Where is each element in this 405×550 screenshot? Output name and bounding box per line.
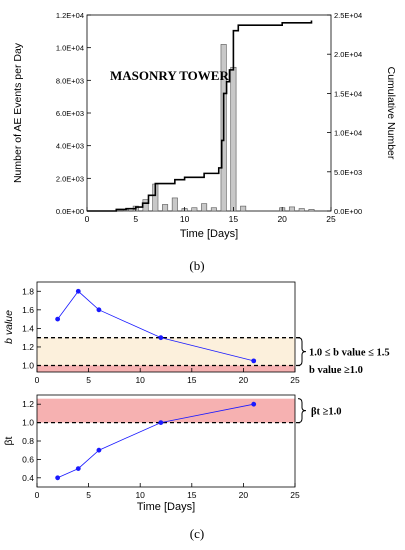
- y-tick-label: 0.0E+00: [56, 207, 84, 216]
- data-point: [96, 447, 102, 453]
- threshold-band: [37, 398, 295, 423]
- y2-tick-label: 1.0E+04: [334, 129, 362, 138]
- y-tick-label: 1.6: [22, 305, 34, 315]
- ae-events-chart: 0 5 10 15 20 25 0.0E+00 2.0E+03 4.0E+03 6.0E+03 8…: [12, 11, 397, 240]
- y2-tick-label: 0.0E+00: [334, 207, 362, 216]
- x-tick-label: 15: [187, 375, 197, 385]
- y-tick-label: 2.0E+03: [56, 174, 84, 183]
- y-tick-label: 8.0E+03: [56, 76, 84, 85]
- data-point: [251, 401, 257, 407]
- y2-tick-label: 2.5E+04: [334, 11, 362, 20]
- x-tick-label: 15: [229, 214, 239, 224]
- x-axis-label: Time [Days]: [180, 228, 238, 240]
- band-label: b value ≥1.0: [309, 365, 363, 376]
- y2-tick-label: 1.5E+04: [334, 89, 362, 98]
- data-point: [55, 475, 61, 481]
- bar: [201, 203, 208, 212]
- bar: [142, 199, 149, 212]
- b-value-chart: 0 5 10 15 20 25 1.0 1.2 1.4 1.6 1.8 b value 1.0 ≤…: [3, 281, 390, 385]
- x-tick-label: 20: [277, 214, 287, 224]
- bar: [240, 205, 247, 212]
- y-axis-label: βt: [3, 436, 15, 445]
- bar: [162, 204, 169, 212]
- y-tick-label: 1.2: [22, 399, 34, 409]
- y-tick-label: 1.2: [22, 342, 34, 352]
- band-label: βt ≥1.0: [311, 407, 342, 418]
- x-tick-label: 0: [35, 375, 40, 385]
- chart-annotation: MASONRY TOWER: [110, 68, 229, 83]
- data-point: [75, 288, 81, 294]
- y-tick-label: 0.8: [22, 436, 34, 446]
- x-tick-label: 5: [86, 490, 91, 500]
- x-tick-label: 25: [290, 375, 300, 385]
- cumulative-line: [87, 20, 313, 212]
- y-tick-label: 0.6: [22, 454, 34, 464]
- y-axis-label: Number of AE Events per Day: [12, 42, 24, 183]
- x-tick-label: 15: [187, 490, 197, 500]
- bar: [298, 208, 305, 212]
- caption-c: (c): [190, 526, 204, 541]
- x-tick-label: 5: [86, 375, 91, 385]
- x-tick-label: 10: [180, 214, 190, 224]
- plot-frame: [36, 281, 296, 373]
- y-tick-label: 4.0E+03: [56, 142, 84, 151]
- data-point: [158, 420, 164, 425]
- bar: [288, 206, 295, 212]
- x-axis-label: Time [Days]: [137, 501, 195, 513]
- y2-axis-label: Cumulative Number: [385, 67, 397, 160]
- x-tick-label: 20: [239, 375, 249, 385]
- x-tick-label: 20: [239, 490, 249, 500]
- x-tick-label: 10: [135, 375, 145, 385]
- y-axis-label: b value: [3, 310, 15, 344]
- y2-tick-label: 5.0E+03: [334, 168, 362, 177]
- y2-tick-label: 2.0E+04: [334, 50, 362, 59]
- x-tick-label: 0: [85, 214, 90, 224]
- threshold-band: [37, 337, 295, 366]
- data-point: [75, 466, 81, 471]
- data-point: [251, 358, 257, 364]
- y-tick-label: 1.4: [22, 323, 34, 333]
- x-tick-label: 0: [35, 490, 40, 500]
- y-tick-label: 1.0E+04: [56, 44, 84, 53]
- threshold-band: [37, 365, 295, 372]
- bar: [210, 207, 217, 212]
- y-tick-label: 1.2E+04: [56, 11, 84, 20]
- bar: [191, 207, 198, 212]
- x-tick-label: 10: [135, 490, 145, 500]
- data-point: [158, 335, 164, 341]
- bar: [230, 66, 237, 212]
- y-tick-label: 6.0E+03: [56, 109, 84, 118]
- y-tick-label: 1.0: [22, 418, 34, 428]
- y-tick-label: 1.0: [22, 361, 34, 371]
- plot-frame: [86, 14, 332, 212]
- bar: [308, 209, 315, 212]
- y-tick-label: 1.8: [22, 286, 34, 296]
- data-point: [55, 316, 61, 322]
- brace: [297, 398, 307, 424]
- data-point: [96, 307, 102, 313]
- caption-b: (b): [189, 258, 204, 273]
- bar: [171, 197, 178, 212]
- brace: [297, 337, 307, 367]
- x-tick-label: 25: [290, 490, 300, 500]
- y-tick-label: 0.4: [22, 473, 34, 483]
- x-tick-label: 25: [326, 214, 336, 224]
- beta-t-chart: 0 5 10 15 20 25 0.4 0.6 0.8 1.0 1.2 βt Time [Days…: [3, 394, 342, 513]
- x-tick-label: 5: [133, 214, 138, 224]
- band-label: 1.0 ≤ b value ≤ 1.5: [309, 348, 390, 359]
